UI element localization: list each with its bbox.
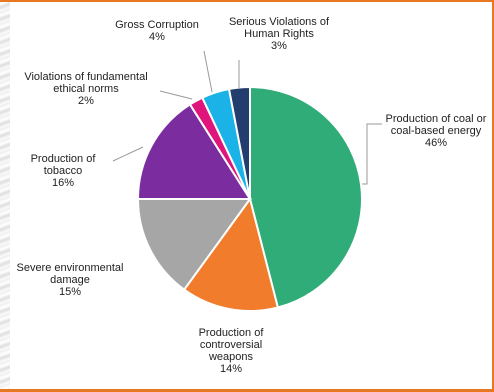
slice-label: Severe environmental damage 15% [16, 262, 123, 298]
slice-label: Production of tobacco 16% [31, 153, 97, 189]
leader-line [159, 90, 193, 100]
pie-slice [182, 196, 280, 312]
leader-line [362, 123, 382, 185]
leader-line [112, 146, 144, 162]
slice-label: Production of controversial weapons 14% [199, 327, 265, 375]
decorative-edge [0, 0, 10, 392]
leader-line [203, 50, 213, 93]
pie-slice [249, 85, 363, 309]
slice-label: Production of coal or coal-based energy 46… [386, 113, 487, 149]
pie-slice [136, 198, 252, 292]
pie-slice [136, 103, 252, 200]
slice-label: Gross Corruption 4% [115, 19, 199, 43]
slice-label: Serious Violations of Human Rights 3% [229, 16, 330, 52]
slice-label: Violations of fundamental ethical norms 2% [24, 71, 147, 107]
